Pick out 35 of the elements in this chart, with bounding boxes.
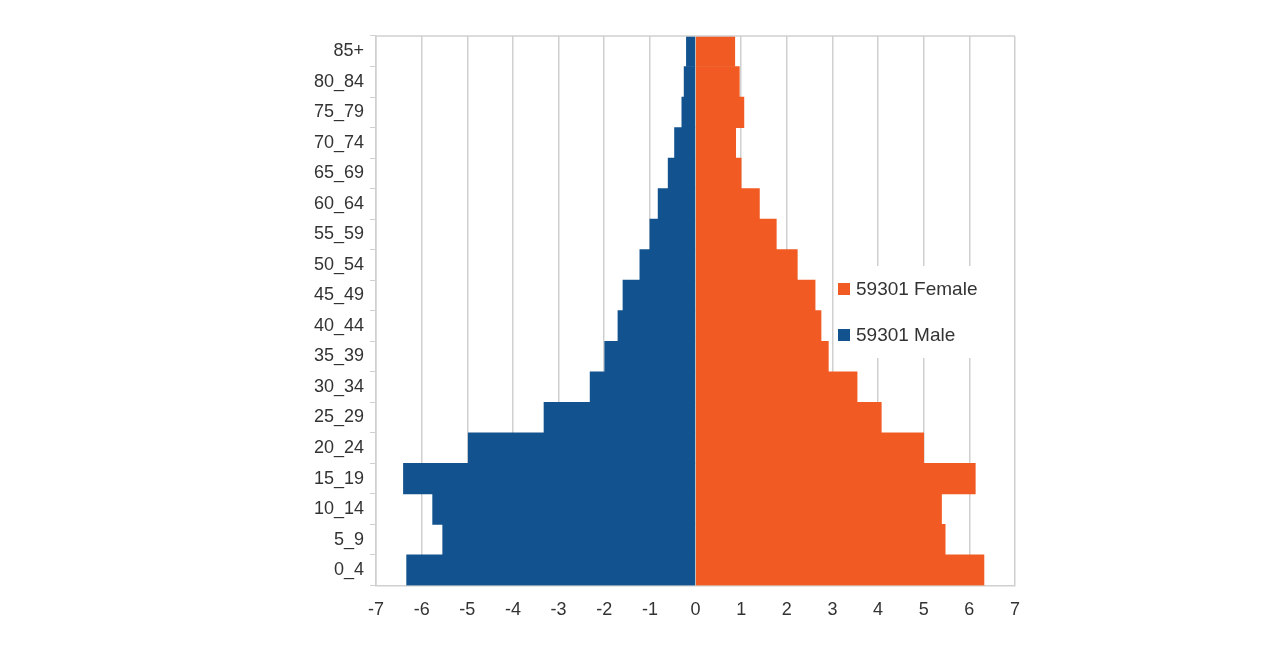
legend-label: 59301 Male [856, 324, 956, 346]
y-tick-label: 50_54 [313, 253, 365, 275]
x-tick-label: 3 [827, 599, 838, 620]
y-tick-label: 60_64 [313, 192, 365, 214]
x-tick-label: -2 [596, 599, 613, 620]
legend-label: 59301 Female [856, 278, 978, 300]
y-tick-label: 35_39 [313, 345, 365, 367]
y-tick-label: 15_19 [313, 467, 365, 489]
x-tick-label: 6 [964, 599, 975, 620]
x-tick-label: -4 [504, 599, 521, 620]
x-tick-label: 1 [736, 599, 747, 620]
y-tick-label: 0_4 [334, 559, 365, 581]
x-tick-label: 7 [1009, 599, 1021, 620]
y-tick-label: 75_79 [313, 101, 365, 123]
x-tick-label: 2 [781, 599, 792, 620]
x-tick-label: 4 [873, 599, 884, 620]
x-tick-label: -5 [459, 599, 476, 620]
x-tick-label: -3 [550, 599, 567, 620]
y-tick-label: 25_29 [313, 406, 365, 428]
y-tick-label: 5_9 [334, 528, 365, 550]
y-tick-label: 70_74 [313, 131, 365, 153]
y-tick-label: 10_14 [313, 498, 365, 520]
y-tick-label: 40_44 [313, 314, 365, 336]
y-tick-label: 85+ [333, 40, 365, 61]
x-tick-label: -1 [641, 599, 658, 620]
x-tick-label: -6 [413, 599, 430, 620]
y-tick-label: 45_49 [313, 284, 365, 306]
y-tick-label: 20_24 [313, 437, 365, 459]
y-tick-label: 30_34 [313, 375, 365, 397]
x-tick-label: 5 [918, 599, 929, 620]
y-tick-label: 65_69 [313, 162, 365, 184]
x-tick-label: -7 [368, 599, 385, 620]
y-tick-label: 55_59 [313, 223, 365, 245]
y-tick-label: 80_84 [313, 70, 365, 92]
x-tick-label: 0 [690, 599, 701, 620]
